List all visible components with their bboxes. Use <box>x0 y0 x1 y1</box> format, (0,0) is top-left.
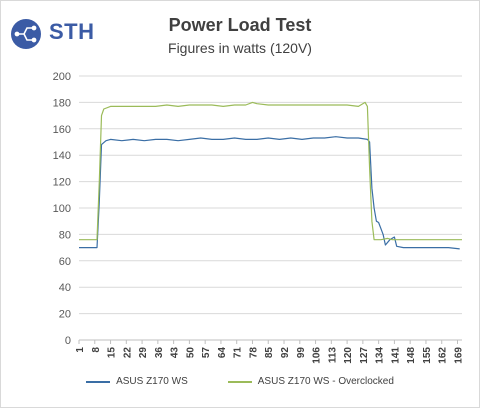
legend-swatch-series-0 <box>86 380 111 383</box>
x-tick-label: 43 <box>170 347 181 359</box>
series-lines <box>79 101 462 250</box>
series-line-0 <box>79 136 460 250</box>
y-tick-label: 20 <box>59 309 71 321</box>
chart-legend: ASUS Z170 WS ASUS Z170 WS - Overclocked <box>0 376 480 387</box>
x-tick-label: 99 <box>296 347 307 359</box>
x-tick-label: 162 <box>438 347 449 364</box>
legend-swatch-series-1 <box>227 380 252 383</box>
y-axis: 0 20 40 60 80 100 120 140 160 180 200 <box>53 71 71 347</box>
sth-logo: STH <box>8 14 94 54</box>
chart-title: Power Load Test <box>168 15 312 35</box>
y-tick-label: 0 <box>65 335 71 347</box>
x-tick-label: 8 <box>91 347 102 353</box>
legend-label-series-1: ASUS Z170 WS - Overclocked <box>257 376 394 387</box>
x-tick-label: 36 <box>154 347 165 359</box>
x-tick-label: 50 <box>185 347 196 359</box>
gridlines <box>79 75 462 341</box>
y-tick-label: 40 <box>59 282 71 294</box>
x-tick-label: 155 <box>422 347 433 364</box>
x-tick-label: 1 <box>75 347 86 353</box>
x-tick-label: 64 <box>217 347 228 359</box>
x-tick-label: 127 <box>359 347 370 364</box>
sth-logo-icon <box>11 19 41 49</box>
x-tick-label: 113 <box>327 347 338 364</box>
y-tick-label: 80 <box>59 229 71 241</box>
y-tick-label: 60 <box>59 256 71 268</box>
legend-label-series-0: ASUS Z170 WS <box>116 376 188 387</box>
x-tick-label: 85 <box>264 347 275 359</box>
x-tick-label: 22 <box>122 347 133 359</box>
x-tick-label: 141 <box>390 347 401 364</box>
x-tick-label: 71 <box>233 347 244 359</box>
x-tick-label: 57 <box>201 347 212 359</box>
x-tick-label: 15 <box>107 347 118 359</box>
legend-item-series-0: ASUS Z170 WS <box>86 376 188 387</box>
x-tick-label: 78 <box>248 347 259 359</box>
x-tick-label: 169 <box>453 347 464 364</box>
x-tick-label: 106 <box>312 347 323 364</box>
y-tick-label: 200 <box>53 71 71 83</box>
y-tick-label: 140 <box>53 150 71 162</box>
x-tick-label: 120 <box>343 347 354 364</box>
x-tick-label: 92 <box>280 347 291 359</box>
sth-logo-text: STH <box>49 19 95 44</box>
y-tick-label: 120 <box>53 177 71 189</box>
x-tick-label: 29 <box>138 347 149 359</box>
x-tick-label: 134 <box>375 347 386 364</box>
y-tick-label: 160 <box>53 124 71 136</box>
series-line-1 <box>79 101 462 241</box>
legend-item-series-1: ASUS Z170 WS - Overclocked <box>227 376 394 387</box>
y-tick-label: 100 <box>53 203 71 215</box>
x-axis: 1 8 15 22 29 36 43 50 57 64 71 78 85 92 99 106 113 120 127… <box>75 340 464 364</box>
chart-subtitle: Figures in watts (120V) <box>168 40 312 56</box>
y-tick-label: 180 <box>53 97 71 109</box>
x-tick-label: 148 <box>406 347 417 364</box>
